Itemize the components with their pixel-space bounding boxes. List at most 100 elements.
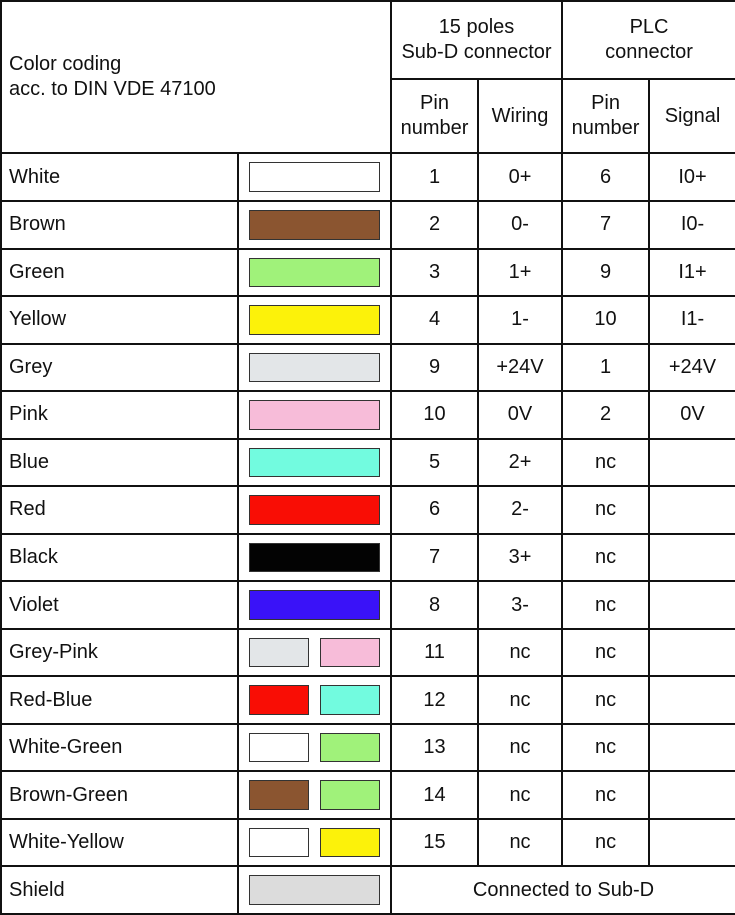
subd-pin-number: 15: [390, 817, 479, 868]
color-swatch: [249, 827, 309, 858]
wiring: 0-: [476, 199, 564, 250]
color-swatch-cell: [237, 722, 392, 773]
signal: [648, 817, 735, 868]
color-swatch: [249, 732, 309, 763]
shield-connection-note: Connected to Sub-D: [389, 865, 735, 915]
plc-pin-number: nc: [561, 675, 651, 725]
plc-pin-number: nc: [561, 532, 651, 583]
subd-pin-number: 5: [390, 437, 479, 488]
number-label: number: [571, 117, 640, 140]
color-swatch-cell: [237, 342, 392, 393]
plc-pin-number: 1: [561, 342, 651, 393]
color-swatch: [320, 637, 380, 668]
wiring: nc: [476, 722, 564, 773]
signal: [648, 580, 735, 630]
wiring: 0V: [476, 390, 564, 440]
wiring-header: Wiring: [476, 78, 564, 155]
color-swatch-cell: [237, 627, 392, 678]
signal: +24V: [648, 342, 735, 393]
color-swatch-cell: [237, 770, 392, 820]
subd-pin-number: 14: [390, 770, 479, 820]
plc-pin-number: nc: [561, 770, 651, 820]
color-swatch-cell: [237, 247, 392, 298]
color-swatch: [249, 352, 380, 383]
table-row: Brown-Green 14 nc nc: [0, 770, 735, 820]
signal: 0V: [648, 390, 735, 440]
wire-color-name: White-Yellow: [0, 817, 239, 868]
plc-group-header: PLC connector: [561, 0, 735, 81]
table-row: Brown 2 0- 7 I0-: [0, 199, 735, 250]
plc-pin-number: 9: [561, 247, 651, 298]
plc-pin-number: 10: [561, 295, 651, 345]
plc-pin-number: 7: [561, 199, 651, 250]
color-swatch: [249, 495, 380, 525]
plc-pin-number: nc: [561, 485, 651, 535]
subd-pin-number: 4: [390, 295, 479, 345]
color-swatch: [249, 590, 380, 620]
wiring: 3+: [476, 532, 564, 583]
table-row: Red-Blue 12 nc nc: [0, 675, 735, 725]
color-swatch-cell: [237, 199, 392, 250]
wire-color-name: Grey-Pink: [0, 627, 239, 678]
plc-pin-number-header: Pin number: [561, 78, 651, 155]
wire-color-name: Brown-Green: [0, 770, 239, 820]
color-swatch-cell: [237, 295, 392, 345]
color-swatch: [249, 257, 380, 288]
table-row: White-Yellow 15 nc nc: [0, 817, 735, 868]
plc-header-line1: PLC: [629, 16, 669, 39]
color-swatch: [249, 685, 309, 715]
wiring: 3-: [476, 580, 564, 630]
table-row: Green 3 1+ 9 I1+: [0, 247, 735, 298]
table-row: Grey 9 +24V 1 +24V: [0, 342, 735, 393]
table-row: Pink 10 0V 2 0V: [0, 390, 735, 440]
plc-pin-number: nc: [561, 722, 651, 773]
color-swatch: [320, 732, 380, 763]
subd-pin-number: 3: [390, 247, 479, 298]
table-row: Red 6 2- nc: [0, 485, 735, 535]
wiring: 1+: [476, 247, 564, 298]
wire-color-name: Black: [0, 532, 239, 583]
signal: I0+: [648, 152, 735, 202]
plc-header-line2: connector: [605, 41, 693, 64]
color-coding-header: Color coding acc. to DIN VDE 47100: [0, 0, 392, 155]
subd-pin-number: 2: [390, 199, 479, 250]
signal: [648, 485, 735, 535]
color-swatch: [249, 542, 380, 573]
table-row: Blue 5 2+ nc: [0, 437, 735, 488]
color-swatch: [249, 209, 380, 240]
subd-header-line2: Sub-D connector: [401, 41, 552, 64]
wire-color-name: Pink: [0, 390, 239, 440]
wiring: 0+: [476, 152, 564, 202]
color-swatch-cell: [237, 532, 392, 583]
plc-pin-number: nc: [561, 627, 651, 678]
color-swatch: [249, 305, 380, 335]
subd-pin-number: 8: [390, 580, 479, 630]
wire-color-name: White: [0, 152, 239, 202]
plc-pin-number: 2: [561, 390, 651, 440]
subd-header-line1: 15 poles: [438, 16, 515, 39]
shield-row: Shield Connected to Sub-D: [0, 865, 735, 915]
wiring: nc: [476, 627, 564, 678]
subd-pin-number: 9: [390, 342, 479, 393]
wiring: 2+: [476, 437, 564, 488]
wiring: 2-: [476, 485, 564, 535]
color-coding-label: Color coding: [9, 53, 122, 76]
subd-pin-number: 13: [390, 722, 479, 773]
color-swatch: [249, 162, 380, 192]
wire-color-name: Red-Blue: [0, 675, 239, 725]
wire-color-name: Yellow: [0, 295, 239, 345]
table-row: Black 7 3+ nc: [0, 532, 735, 583]
color-swatch-cell: [237, 580, 392, 630]
color-swatch: [320, 780, 380, 810]
color-swatch: [249, 447, 380, 478]
table-row: White-Green 13 nc nc: [0, 722, 735, 773]
signal: I1-: [648, 295, 735, 345]
table-row: Yellow 4 1- 10 I1-: [0, 295, 735, 345]
subd-pin-number: 12: [390, 675, 479, 725]
signal: [648, 675, 735, 725]
subd-group-header: 15 poles Sub-D connector: [389, 0, 564, 81]
table-row: Violet 8 3- nc: [0, 580, 735, 630]
color-swatch-cell: [237, 865, 392, 915]
color-swatch: [320, 827, 380, 858]
signal: [648, 532, 735, 583]
